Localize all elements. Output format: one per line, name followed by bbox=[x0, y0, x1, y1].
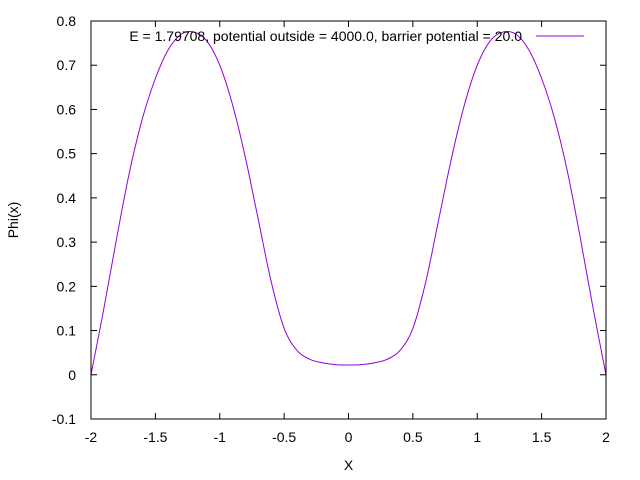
y-tick-label: 0.4 bbox=[57, 190, 77, 206]
y-tick-label: 0.6 bbox=[57, 101, 77, 117]
axis-tick-labels: -2 -1.5 -1 -0.5 0 0.5 1 1.5 2 -0.1 0 0.1 0.2 0.3 0.4 0.… bbox=[52, 13, 610, 445]
y-tick-label: 0.7 bbox=[57, 57, 77, 73]
y-tick-label: 0.5 bbox=[57, 146, 77, 162]
x-tick-label: 1.5 bbox=[532, 429, 552, 445]
y-tick-label: 0 bbox=[68, 367, 76, 383]
x-tick-label: -2 bbox=[85, 429, 98, 445]
legend: E = 1.79708, potential outside = 4000.0,… bbox=[129, 28, 584, 44]
x-tick-label: -1 bbox=[214, 429, 227, 445]
legend-entry-label: E = 1.79708, potential outside = 4000.0,… bbox=[129, 28, 522, 44]
x-tick-label: 0 bbox=[345, 429, 353, 445]
x-tick-label: 0.5 bbox=[403, 429, 423, 445]
y-tick-label: 0.8 bbox=[57, 13, 77, 29]
y-tick-label: -0.1 bbox=[52, 411, 76, 427]
x-tick-label: 1 bbox=[473, 429, 481, 445]
y-axis-label: Phi(x) bbox=[5, 202, 21, 239]
x-tick-label: -0.5 bbox=[272, 429, 296, 445]
plot-frame bbox=[90, 20, 607, 420]
x-tick-label: -1.5 bbox=[143, 429, 167, 445]
y-tick-label: 0.3 bbox=[57, 234, 77, 250]
x-axis-label: X bbox=[344, 457, 354, 473]
y-tick-label: 0.1 bbox=[57, 323, 77, 339]
series-line bbox=[90, 30, 607, 375]
x-tick-label: 2 bbox=[602, 429, 610, 445]
y-tick-label: 0.2 bbox=[57, 278, 77, 294]
